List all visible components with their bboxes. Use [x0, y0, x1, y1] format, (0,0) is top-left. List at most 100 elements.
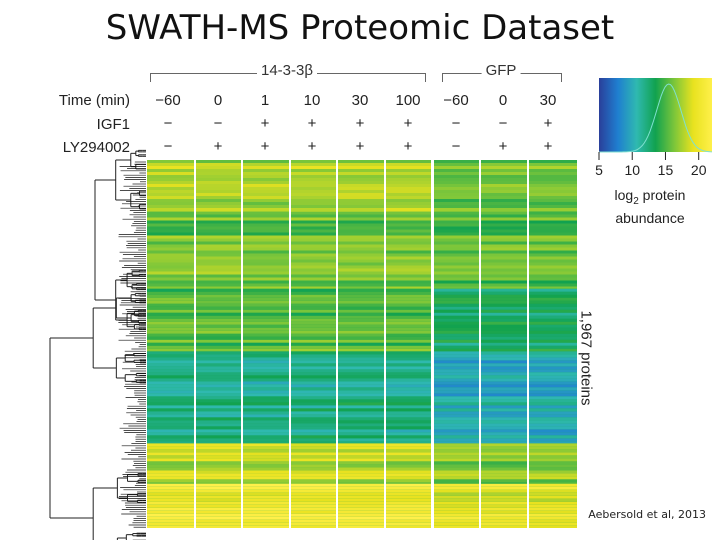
heatmap-cell — [147, 501, 195, 505]
heatmap-cell — [385, 339, 432, 343]
heatmap-cell — [290, 211, 337, 215]
heatmap-cell — [480, 446, 528, 450]
heatmap-cell — [385, 283, 432, 287]
heatmap-cell — [480, 408, 528, 412]
heatmap-cell — [337, 408, 385, 412]
heatmap-cell — [480, 525, 528, 528]
heatmap-cell — [337, 486, 385, 490]
column-separator — [527, 160, 529, 528]
heatmap-cell — [242, 324, 290, 328]
heatmap-cell — [528, 405, 577, 409]
heatmap-cell — [195, 470, 242, 474]
heatmap-cell — [195, 351, 242, 355]
heatmap-cell — [195, 208, 242, 211]
heatmap-cell — [432, 408, 480, 412]
heatmap-cell — [195, 190, 242, 193]
heatmap-cell — [290, 220, 337, 224]
heatmap-cell — [480, 449, 528, 453]
heatmap-cell — [528, 259, 577, 263]
heatmap-cell — [528, 286, 577, 289]
heatmap-cell — [290, 470, 337, 474]
heatmap-cell — [528, 193, 577, 196]
heatmap-cell — [432, 214, 480, 218]
heatmap-cell — [290, 525, 337, 528]
heatmap-cell — [290, 479, 337, 483]
heatmap-cell — [147, 220, 195, 224]
heatmap-cell — [528, 455, 577, 459]
heatmap-cell — [528, 435, 577, 439]
heatmap-cell — [385, 464, 432, 468]
heatmap-cell — [242, 408, 290, 412]
heatmap-cell — [337, 259, 385, 263]
column-separator — [194, 160, 196, 528]
heatmap-cell — [290, 405, 337, 409]
heatmap-cell — [195, 217, 242, 221]
heatmap-cell — [337, 202, 385, 205]
heatmap-cell — [337, 277, 385, 281]
heatmap-cell — [242, 384, 290, 388]
heatmap-cell — [242, 211, 290, 212]
heatmap-cell — [528, 205, 577, 208]
heatmap-cell — [337, 522, 385, 526]
heatmap-cell — [195, 202, 242, 205]
heatmap-cell — [195, 483, 242, 487]
heatmap-cell — [242, 226, 290, 230]
heatmap-cell — [147, 483, 195, 487]
heatmap-cell — [147, 476, 195, 480]
heatmap-cell — [528, 498, 577, 502]
heatmap-cell — [147, 181, 195, 184]
heatmap-cell — [195, 464, 242, 468]
heatmap-cell — [147, 327, 195, 331]
heatmap-cell — [385, 495, 432, 499]
heatmap-cell — [337, 411, 385, 415]
heatmap-cell — [337, 399, 385, 403]
heatmap-cell — [290, 438, 337, 442]
heatmap-cell — [385, 446, 432, 450]
heatmap-cell — [432, 336, 480, 340]
heatmap-cell — [147, 429, 195, 433]
heatmap-cell — [290, 513, 337, 517]
heatmap-cell — [195, 345, 242, 349]
heatmap-cell — [385, 510, 432, 514]
heatmap-cell — [290, 163, 337, 166]
heatmap-cell — [480, 381, 528, 385]
heatmap-cell — [528, 390, 577, 394]
heatmap-cell — [385, 321, 432, 325]
heatmap-cell — [337, 300, 385, 304]
heatmap-cell — [385, 333, 432, 337]
heatmap-cell — [147, 510, 195, 514]
heatmap-cell — [385, 214, 432, 218]
heatmap-cell — [385, 202, 432, 205]
heatmap-cell — [528, 423, 577, 427]
heatmap-cell — [147, 360, 195, 364]
heatmap-cell — [528, 348, 577, 352]
heatmap-cell — [195, 286, 242, 289]
heatmap-cell — [337, 414, 385, 418]
heatmap-cell — [195, 300, 242, 304]
heatmap-cell — [147, 519, 195, 523]
heatmap-cell — [528, 250, 577, 254]
heatmap-cell — [290, 476, 337, 480]
heatmap-cell — [242, 336, 290, 340]
heatmap-cell — [528, 339, 577, 343]
heatmap-cell — [195, 461, 242, 465]
heatmap-cell — [385, 193, 432, 196]
heatmap-cell — [432, 196, 480, 199]
heatmap-cell — [528, 262, 577, 266]
heatmap-cell — [290, 464, 337, 468]
heatmap-cell — [290, 402, 337, 406]
heatmap-cell — [480, 336, 528, 340]
heatmap-cell — [337, 238, 385, 242]
heatmap-cell — [480, 300, 528, 304]
heatmap-cell — [528, 324, 577, 328]
heatmap-cell — [290, 318, 337, 322]
heatmap-cell — [242, 476, 290, 480]
heatmap-cell — [195, 492, 242, 496]
heatmap-cell — [528, 402, 577, 406]
heatmap-cell — [480, 274, 528, 278]
heatmap-cell — [195, 226, 242, 230]
heatmap-cell — [195, 387, 242, 391]
heatmap-cell — [290, 375, 337, 379]
heatmap-cell — [480, 458, 528, 462]
heatmap-cell — [480, 193, 528, 196]
